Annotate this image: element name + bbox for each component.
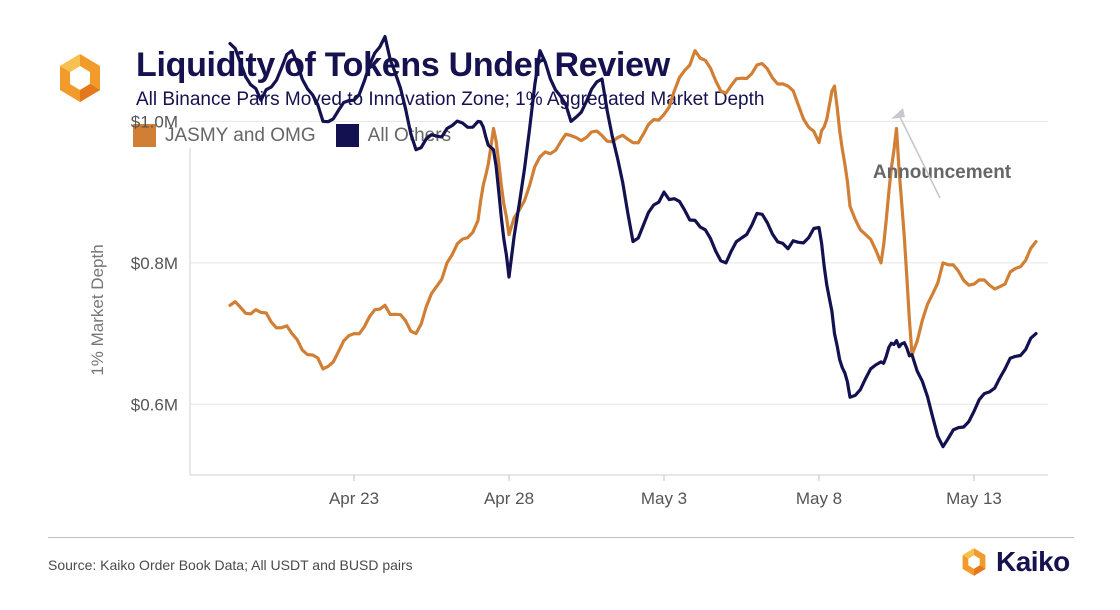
y-tick-label: $0.6M: [131, 395, 178, 414]
series-line-jasmy-omg: [228, 49, 1038, 371]
brand: Kaiko: [958, 546, 1070, 578]
brand-name: Kaiko: [996, 546, 1070, 577]
y-tick-label: $0.8M: [131, 254, 178, 273]
legend-label: JASMY and OMG: [165, 124, 316, 146]
chart-title: Liquidity of Tokens Under Review: [136, 46, 670, 84]
kaiko-brand-icon: [962, 548, 986, 576]
footer-divider: [48, 537, 1074, 538]
legend-swatch-navy: [335, 124, 359, 147]
legend: JASMY and OMG All Others: [133, 124, 461, 147]
source-note: Source: Kaiko Order Book Data; All USDT …: [48, 557, 413, 573]
annotation-arrow: [898, 114, 941, 199]
x-tick-label: May 13: [946, 489, 1002, 508]
legend-label: All Others: [367, 124, 452, 146]
x-tick-label: May 8: [796, 489, 842, 508]
kaiko-logo-icon: [52, 50, 108, 106]
y-axis-title: 1% Market Depth: [88, 244, 107, 375]
legend-item-jasmy-omg: JASMY and OMG: [133, 124, 316, 147]
annotation-arrowhead: [891, 107, 905, 119]
annotation-label: Announcement: [873, 162, 1012, 183]
legend-item-all-others: All Others: [335, 124, 452, 147]
x-tick-label: Apr 28: [484, 489, 534, 508]
x-tick-label: May 3: [641, 489, 687, 508]
y-tick-label: $1.0M: [131, 112, 178, 131]
x-tick-label: Apr 23: [329, 489, 379, 508]
legend-swatch-orange: [133, 124, 156, 147]
series-line-all-others: [228, 35, 1038, 449]
